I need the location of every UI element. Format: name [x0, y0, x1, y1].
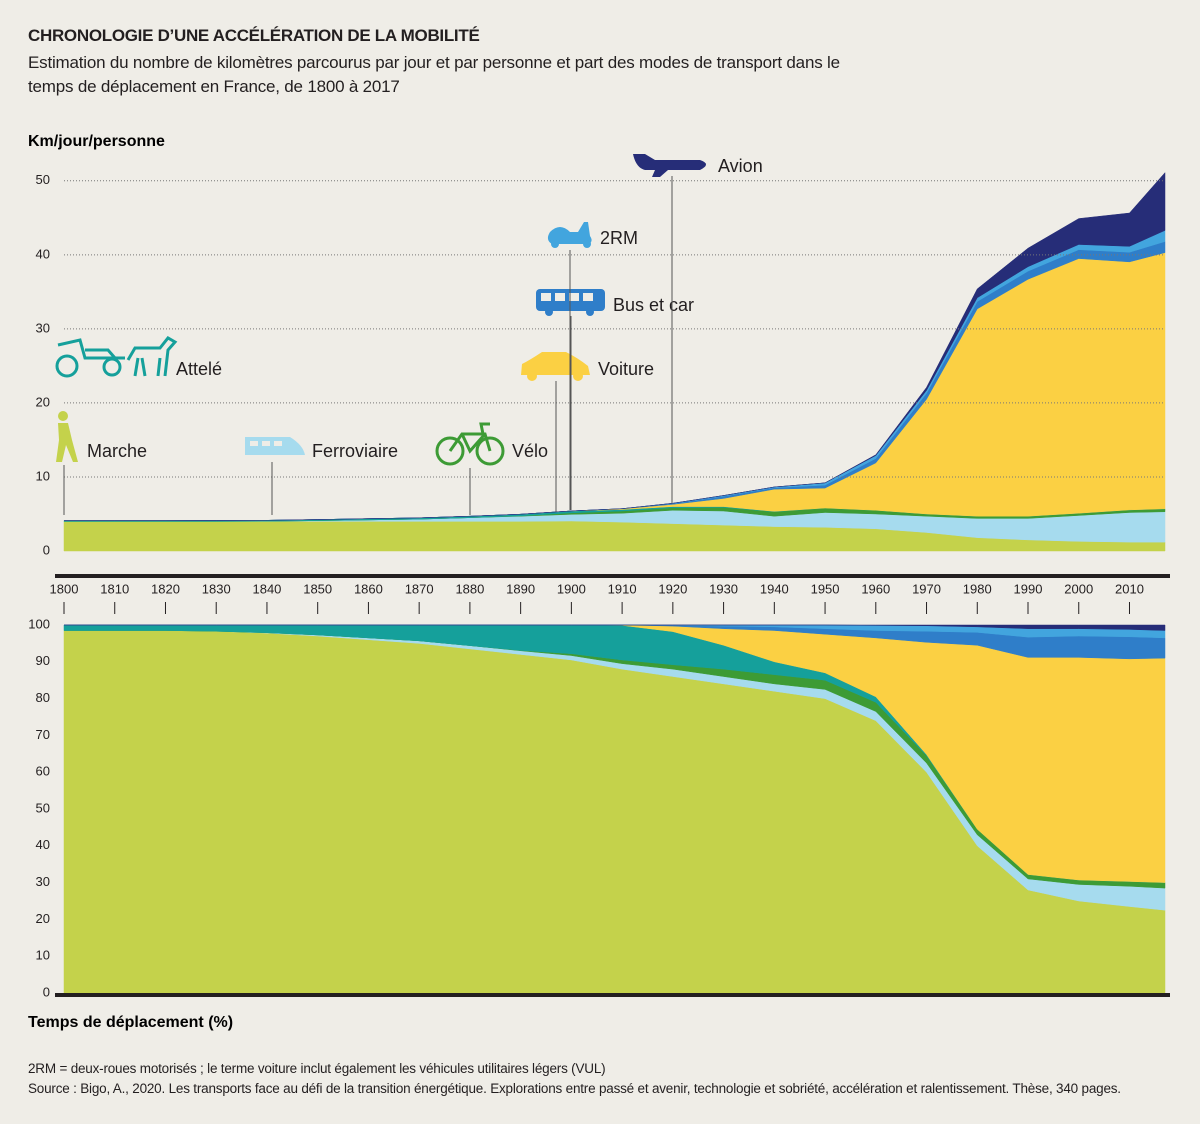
- x-tick-label: 1850: [303, 581, 332, 596]
- y-tick-label: 50: [36, 172, 50, 187]
- y-tick-label: 10: [36, 468, 50, 483]
- annotation-label: Marche: [87, 441, 147, 461]
- y-tick-label: 60: [36, 764, 50, 779]
- x-tick-label: 1870: [405, 581, 434, 596]
- y-tick-label: 30: [36, 874, 50, 889]
- title: CHRONOLOGIE D’UNE ACCÉLÉRATION DE LA MOB…: [28, 26, 480, 45]
- x-tick-label: 1820: [151, 581, 180, 596]
- area: [64, 172, 1166, 521]
- y-tick-label: 40: [36, 246, 50, 261]
- x-tick-label: 1880: [455, 581, 484, 596]
- y-axis-label: Temps de déplacement (%): [28, 1014, 233, 1031]
- icon-2rm: [547, 222, 592, 248]
- x-tick-label: 1800: [50, 581, 79, 596]
- y-tick-label: 100: [28, 616, 50, 631]
- x-tick-label: 1810: [100, 581, 129, 596]
- x-tick-label: 1960: [861, 581, 890, 596]
- y-tick-label: 90: [36, 653, 50, 668]
- y-tick-label: 80: [36, 690, 50, 705]
- y-tick-label: 40: [36, 837, 50, 852]
- x-tick-label: 1860: [354, 581, 383, 596]
- y-tick-label: 30: [36, 320, 50, 335]
- x-tick-label: 1940: [760, 581, 789, 596]
- annotation-label: Voiture: [598, 359, 654, 379]
- annotation-label: 2RM: [600, 228, 638, 248]
- y-tick-label: 70: [36, 727, 50, 742]
- icon-velo: [435, 422, 505, 466]
- y-axis-label: Km/jour/personne: [28, 133, 165, 150]
- icon-voiture: [521, 352, 590, 381]
- leader-lines: [63, 176, 673, 515]
- x-tick-label: 1950: [811, 581, 840, 596]
- subtitle: Estimation du nombre de kilomètres parco…: [28, 53, 840, 96]
- y-tick-label: 20: [36, 394, 50, 409]
- x-tick-label: 1890: [506, 581, 535, 596]
- x-tick-label: 1980: [963, 581, 992, 596]
- plot-area: [63, 172, 1166, 994]
- x-tick-label: 1830: [202, 581, 231, 596]
- axis-line: [55, 993, 1170, 997]
- axis-line: [55, 574, 1170, 578]
- x-tick-label: 1970: [912, 581, 941, 596]
- y-tick-label: 50: [36, 800, 50, 815]
- annotation-label: Ferroviaire: [312, 441, 398, 461]
- x-tick-label: 1930: [709, 581, 738, 596]
- x-tick-label: 1840: [252, 581, 281, 596]
- y-tick-label: 10: [36, 948, 50, 963]
- y-tick-label: 0: [43, 984, 50, 999]
- area: [64, 624, 1166, 631]
- x-tick-label: 1900: [557, 581, 586, 596]
- x-tick-label: 2010: [1115, 581, 1144, 596]
- x-tick-label: 1990: [1014, 581, 1043, 596]
- icon-attele: [55, 336, 178, 378]
- x-tick-label: 2000: [1064, 581, 1093, 596]
- x-tick-label: 1920: [658, 581, 687, 596]
- icon-avion: [633, 154, 706, 177]
- x-tick-label: 1910: [608, 581, 637, 596]
- y-tick-label: 0: [43, 542, 50, 557]
- icon-ferroviaire: [245, 437, 305, 455]
- footnote: 2RM = deux-roues motorisés ; le terme vo…: [28, 1061, 606, 1076]
- annotation-label: Attelé: [176, 359, 222, 379]
- annotation-label: Vélo: [512, 441, 548, 461]
- y-tick-label: 20: [36, 911, 50, 926]
- annotation-label: Avion: [718, 156, 763, 176]
- annotation-label: Bus et car: [613, 295, 694, 315]
- icon-marche: [56, 411, 78, 462]
- source: Source : Bigo, A., 2020. Les transports …: [28, 1081, 1121, 1096]
